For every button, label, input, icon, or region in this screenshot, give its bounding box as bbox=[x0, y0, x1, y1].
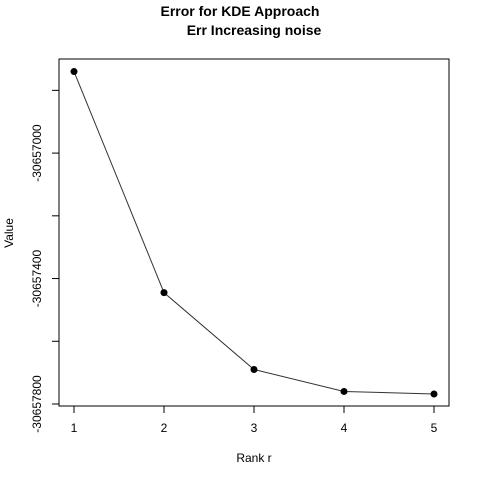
y-tick-label-4: -30657000 bbox=[30, 124, 44, 182]
x-axis-label: Rank r bbox=[236, 451, 271, 465]
x-tick-label-3: 3 bbox=[251, 421, 258, 435]
data-point-3 bbox=[250, 366, 258, 373]
x-tick-label-1: 1 bbox=[71, 421, 78, 435]
data-point-5 bbox=[430, 390, 438, 398]
series-group bbox=[70, 68, 438, 398]
chart-title: Error for KDE Approach bbox=[161, 3, 320, 19]
chart-subtitle: Err Increasing noise bbox=[187, 22, 322, 38]
y-tick-label-0: -30657800 bbox=[30, 375, 44, 433]
x-tick-label-5: 5 bbox=[431, 421, 438, 435]
y-axis: -30657800 -30657400 -30657000 bbox=[30, 89, 60, 433]
plot-frame bbox=[58, 58, 450, 407]
data-point-1 bbox=[70, 68, 78, 76]
data-point-2 bbox=[160, 289, 168, 297]
x-tick-label-4: 4 bbox=[341, 421, 348, 435]
y-axis-label: Value bbox=[2, 218, 16, 248]
x-tick-label-2: 2 bbox=[161, 421, 168, 435]
data-point-4 bbox=[340, 387, 348, 395]
x-axis: 1 2 3 4 5 bbox=[71, 405, 438, 435]
series-line-0 bbox=[73, 71, 435, 395]
y-tick-label-2: -30657400 bbox=[30, 250, 44, 308]
